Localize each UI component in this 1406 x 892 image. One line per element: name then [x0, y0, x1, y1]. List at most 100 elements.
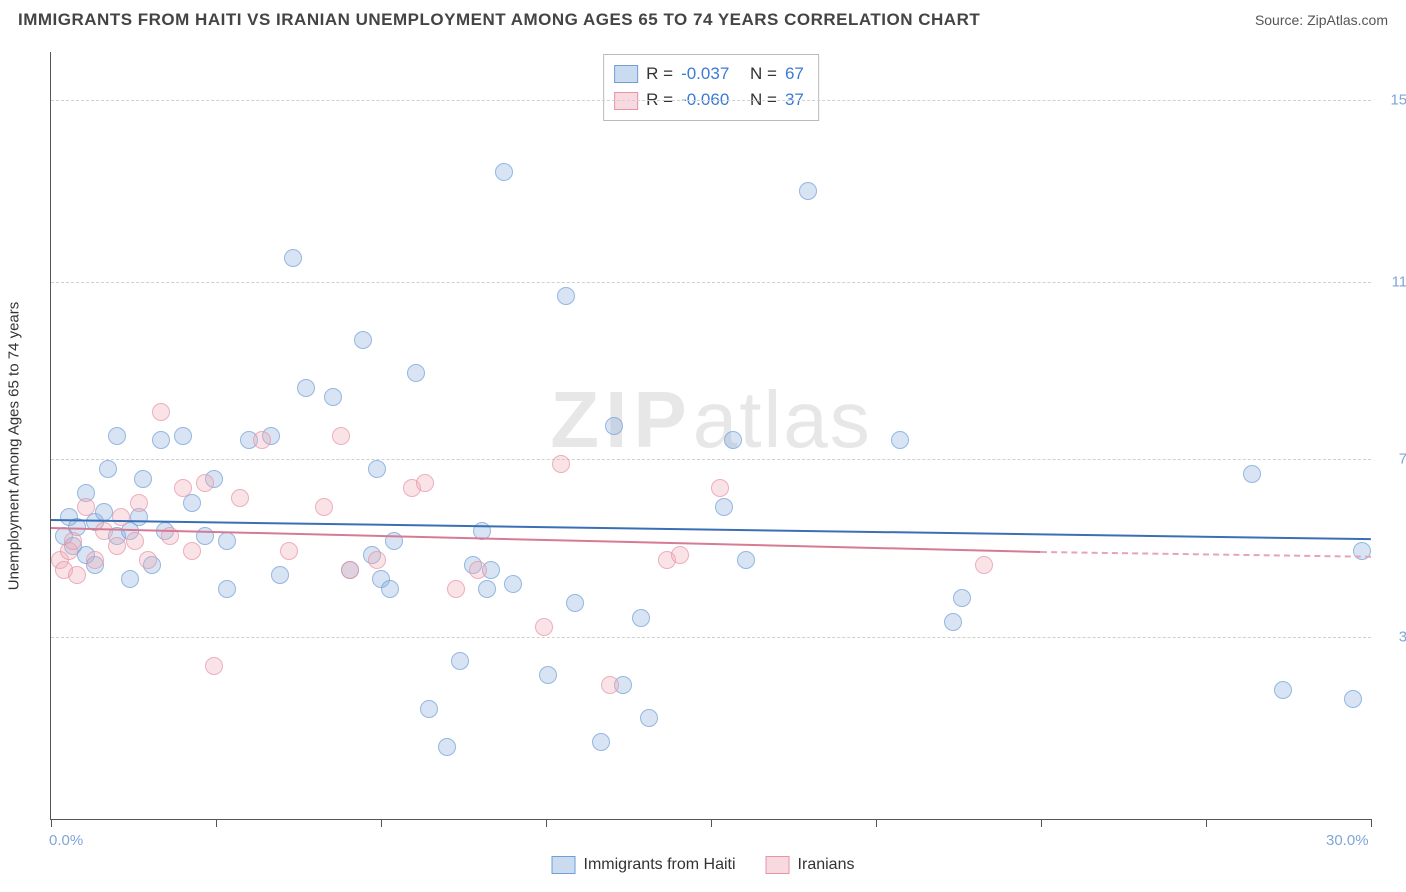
- data-point: [134, 470, 152, 488]
- trend-line: [51, 519, 1371, 540]
- data-point: [469, 561, 487, 579]
- data-point: [95, 503, 113, 521]
- legend-item-pink: Iranians: [766, 856, 855, 874]
- y-tick-label: 11.2%: [1378, 274, 1406, 291]
- data-point: [671, 546, 689, 564]
- data-point: [174, 427, 192, 445]
- y-tick-label: 7.5%: [1378, 451, 1406, 468]
- data-point: [271, 566, 289, 584]
- grid-line: [51, 637, 1371, 638]
- x-tick-label: 0.0%: [49, 832, 83, 849]
- data-point: [126, 532, 144, 550]
- stat-r-value-blue: -0.037: [681, 61, 729, 87]
- data-point: [368, 551, 386, 569]
- y-axis-title: Unemployment Among Ages 65 to 74 years: [6, 302, 23, 591]
- stat-r-label: R =: [646, 61, 673, 87]
- trend-line: [1041, 551, 1371, 558]
- x-tick-label: 30.0%: [1326, 832, 1369, 849]
- data-point: [495, 163, 513, 181]
- data-point: [253, 431, 271, 449]
- x-tick: [876, 819, 877, 827]
- data-point: [77, 498, 95, 516]
- data-point: [632, 609, 650, 627]
- data-point: [280, 542, 298, 560]
- data-point: [196, 474, 214, 492]
- data-point: [108, 427, 126, 445]
- data-point: [737, 551, 755, 569]
- data-point: [152, 431, 170, 449]
- data-point: [95, 522, 113, 540]
- stat-n-label: N =: [750, 61, 777, 87]
- data-point: [64, 532, 82, 550]
- data-point: [1274, 681, 1292, 699]
- data-point: [975, 556, 993, 574]
- watermark-atlas: atlas: [693, 375, 872, 464]
- swatch-blue-icon: [614, 65, 638, 83]
- data-point: [139, 551, 157, 569]
- stats-row-blue: R = -0.037 N = 67: [614, 61, 804, 87]
- data-point: [592, 733, 610, 751]
- data-point: [332, 427, 350, 445]
- x-tick: [381, 819, 382, 827]
- legend-swatch-blue-icon: [552, 856, 576, 874]
- data-point: [420, 700, 438, 718]
- data-point: [557, 287, 575, 305]
- legend-label-pink: Iranians: [798, 856, 855, 874]
- data-point: [174, 479, 192, 497]
- grid-line: [51, 282, 1371, 283]
- data-point: [284, 249, 302, 267]
- data-point: [447, 580, 465, 598]
- scatter-chart: ZIPatlas R = -0.037 N = 67 R = -0.060 N …: [50, 52, 1371, 820]
- data-point: [354, 331, 372, 349]
- x-tick: [1206, 819, 1207, 827]
- data-point: [504, 575, 522, 593]
- data-point: [368, 460, 386, 478]
- x-tick: [51, 819, 52, 827]
- data-point: [121, 570, 139, 588]
- data-point: [205, 657, 223, 675]
- data-point: [324, 388, 342, 406]
- data-point: [438, 738, 456, 756]
- legend: Immigrants from Haiti Iranians: [552, 856, 855, 874]
- data-point: [715, 498, 733, 516]
- data-point: [218, 532, 236, 550]
- data-point: [944, 613, 962, 631]
- legend-swatch-pink-icon: [766, 856, 790, 874]
- data-point: [112, 508, 130, 526]
- data-point: [724, 431, 742, 449]
- data-point: [640, 709, 658, 727]
- data-point: [605, 417, 623, 435]
- correlation-stats-box: R = -0.037 N = 67 R = -0.060 N = 37: [603, 54, 819, 121]
- data-point: [297, 379, 315, 397]
- data-point: [130, 494, 148, 512]
- data-point: [183, 542, 201, 560]
- data-point: [407, 364, 425, 382]
- legend-label-blue: Immigrants from Haiti: [584, 856, 736, 874]
- data-point: [341, 561, 359, 579]
- data-point: [552, 455, 570, 473]
- x-tick: [546, 819, 547, 827]
- chart-title: IMMIGRANTS FROM HAITI VS IRANIAN UNEMPLO…: [18, 10, 980, 30]
- data-point: [315, 498, 333, 516]
- data-point: [218, 580, 236, 598]
- data-point: [601, 676, 619, 694]
- legend-item-blue: Immigrants from Haiti: [552, 856, 736, 874]
- data-point: [1344, 690, 1362, 708]
- data-point: [539, 666, 557, 684]
- data-point: [711, 479, 729, 497]
- y-tick-label: 3.8%: [1378, 628, 1406, 645]
- data-point: [152, 403, 170, 421]
- stat-n-value-blue: 67: [785, 61, 804, 87]
- x-tick: [1041, 819, 1042, 827]
- data-point: [68, 566, 86, 584]
- data-point: [99, 460, 117, 478]
- data-point: [416, 474, 434, 492]
- x-tick: [711, 819, 712, 827]
- x-tick: [1371, 819, 1372, 827]
- data-point: [451, 652, 469, 670]
- data-point: [891, 431, 909, 449]
- data-point: [535, 618, 553, 636]
- data-point: [108, 537, 126, 555]
- watermark: ZIPatlas: [550, 374, 871, 466]
- data-point: [478, 580, 496, 598]
